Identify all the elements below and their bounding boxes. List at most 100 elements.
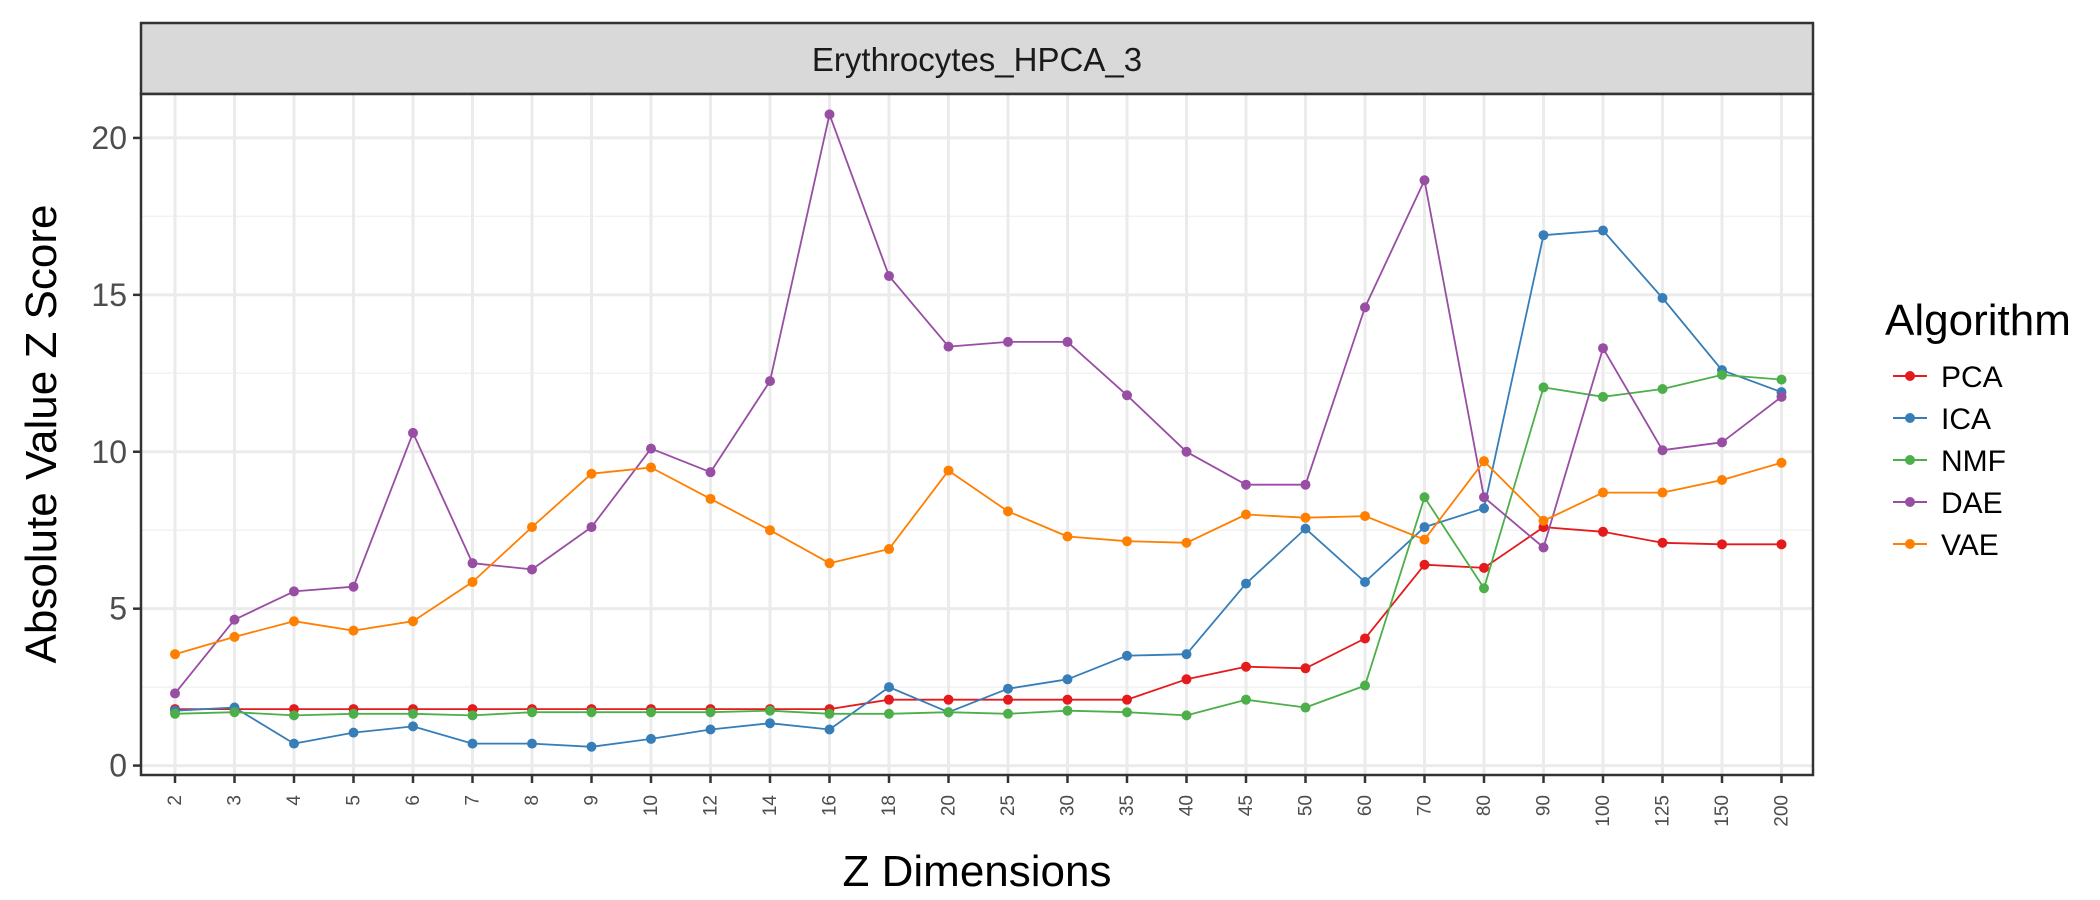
- x-tick-label: 3: [225, 795, 246, 806]
- data-point-pca: [1181, 674, 1192, 685]
- data-point-ica: [408, 721, 418, 732]
- data-point-ica: [467, 738, 478, 749]
- data-point-dae: [824, 109, 835, 120]
- data-point-vae: [1003, 506, 1013, 517]
- data-point-ica: [1538, 230, 1549, 241]
- data-point-dae: [289, 586, 299, 597]
- data-point-pca: [1122, 694, 1132, 705]
- series-line-vae: [174, 460, 1782, 656]
- legend-key-point-dae: [1905, 497, 1915, 507]
- data-point-nmf: [408, 708, 418, 719]
- data-point-pca: [1062, 694, 1073, 705]
- data-point-dae: [170, 688, 180, 699]
- data-point-dae: [943, 341, 954, 352]
- data-point-ica: [1419, 522, 1430, 533]
- data-point-vae: [527, 522, 537, 533]
- data-point-ica: [1598, 225, 1608, 236]
- x-tick-label: 125: [1653, 795, 1674, 827]
- data-point-dae: [884, 271, 894, 282]
- data-point-vae: [765, 525, 775, 536]
- facet-strip: [139, 21, 1815, 96]
- x-tick-label: 4: [284, 795, 305, 806]
- data-point-ica: [348, 727, 359, 738]
- data-point-nmf: [229, 707, 240, 718]
- data-point-vae: [170, 649, 180, 660]
- data-point-vae: [1479, 456, 1489, 467]
- data-point-vae: [1122, 536, 1132, 547]
- data-point-nmf: [1300, 702, 1311, 713]
- data-point-nmf: [1657, 383, 1668, 394]
- data-point-vae: [1300, 512, 1311, 523]
- legend: Algorithm PCA ICA NMF DAE VAE: [1885, 296, 2071, 562]
- data-point-nmf: [1122, 707, 1132, 718]
- data-point-vae: [1360, 511, 1370, 522]
- x-axis-title: Z Dimensions: [843, 847, 1112, 896]
- data-point-nmf: [289, 710, 299, 721]
- data-point-nmf: [1241, 694, 1251, 705]
- y-tick-label: 0: [109, 748, 127, 784]
- data-point-nmf: [705, 707, 716, 718]
- data-point-dae: [586, 522, 597, 533]
- data-point-ica: [586, 741, 597, 752]
- x-tick-label: 25: [998, 795, 1019, 816]
- x-tick-label: 16: [820, 795, 841, 816]
- x-axis: 2 3 4 5 6 7 8 9 10 12 14 16 18 20 25 30 35 40 45 50 60 70 80 90…: [165, 775, 1793, 827]
- data-point-pca: [1598, 526, 1608, 537]
- data-point-vae: [289, 616, 299, 627]
- data-point-vae: [1776, 457, 1787, 468]
- y-tick-label: 10: [91, 434, 127, 470]
- data-point-pca: [1241, 661, 1251, 672]
- data-point-nmf: [1003, 708, 1013, 719]
- data-point-ica: [1241, 578, 1251, 589]
- data-point-ica: [1657, 292, 1668, 303]
- data-point-nmf: [1062, 705, 1073, 716]
- data-point-ica: [1062, 674, 1073, 685]
- x-tick-label: 45: [1236, 795, 1257, 816]
- data-point-nmf: [824, 708, 835, 719]
- data-point-dae: [1360, 302, 1370, 313]
- y-tick-label: 20: [91, 120, 127, 156]
- data-point-nmf: [1538, 382, 1549, 393]
- minor-gridlines: [141, 215, 1813, 688]
- data-point-vae: [1181, 537, 1192, 548]
- data-point-dae: [765, 376, 775, 387]
- legend-title: Algorithm: [1885, 296, 2071, 345]
- data-point-nmf: [527, 707, 537, 718]
- data-point-nmf: [348, 708, 359, 719]
- data-point-dae: [527, 564, 537, 575]
- data-point-ica: [1122, 650, 1132, 661]
- legend-key-point-vae: [1905, 539, 1915, 549]
- series-line-nmf: [174, 373, 1782, 717]
- series-line-ica: [174, 229, 1782, 748]
- data-point-pca: [1300, 663, 1311, 674]
- x-tick-label: 80: [1474, 795, 1495, 816]
- data-point-vae: [229, 631, 240, 642]
- data-point-ica: [1003, 683, 1013, 694]
- data-point-vae: [1657, 487, 1668, 498]
- x-tick-label: 7: [463, 795, 484, 806]
- data-point-dae: [1122, 390, 1132, 401]
- y-tick-label: 5: [109, 591, 127, 627]
- x-tick-label: 5: [344, 795, 365, 806]
- y-tick-label: 15: [91, 277, 127, 313]
- data-point-pca: [1776, 539, 1787, 550]
- x-tick-label: 200: [1772, 795, 1793, 827]
- x-tick-label: 50: [1296, 795, 1317, 816]
- data-point-vae: [884, 544, 894, 555]
- data-point-nmf: [884, 708, 894, 719]
- data-point-nmf: [1598, 391, 1608, 402]
- legend-key-point-nmf: [1905, 455, 1915, 465]
- legend-label-dae: DAE: [1941, 487, 2003, 520]
- data-point-dae: [1776, 391, 1787, 402]
- legend-label-pca: PCA: [1941, 361, 2003, 394]
- data-point-vae: [586, 468, 597, 479]
- data-point-pca: [943, 694, 954, 705]
- data-point-pca: [1657, 537, 1668, 548]
- legend-label-vae: VAE: [1941, 529, 1999, 562]
- data-point-nmf: [1181, 710, 1192, 721]
- x-tick-label: 9: [582, 795, 603, 806]
- y-axis: 0 5 10 15 20: [91, 120, 141, 784]
- legend-key-point-pca: [1905, 371, 1915, 381]
- data-point-dae: [646, 443, 656, 454]
- data-point-pca: [1003, 694, 1013, 705]
